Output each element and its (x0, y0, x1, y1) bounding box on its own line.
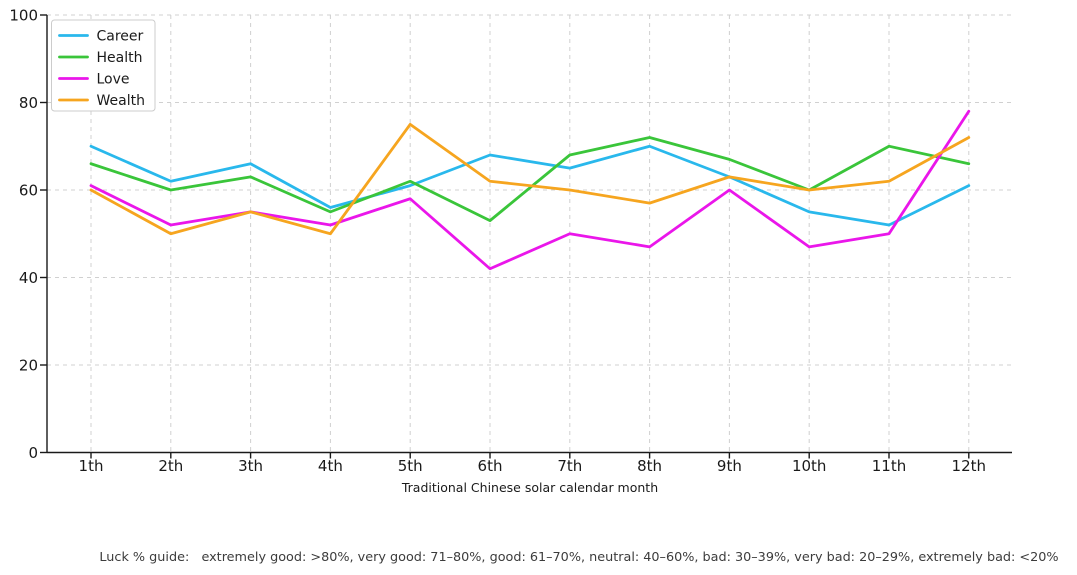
x-tick-label: 9th (717, 457, 742, 475)
axes-and-ticks (40, 14, 1012, 459)
gridlines (47, 14, 1012, 453)
x-tick-labels: 1th 2th 3th 4th 5th 6th 7th 8th 9th 10th 11th 12th (79, 457, 987, 475)
y-tick-label: 0 (28, 444, 38, 462)
y-tick-label: 80 (19, 94, 38, 112)
series-line-love (89, 109, 971, 271)
legend-label-wealth: Wealth (97, 93, 145, 109)
legend-label-career: Career (97, 29, 144, 45)
y-tick-label: 40 (19, 269, 38, 287)
x-tick-label: 1th (79, 457, 104, 475)
x-tick-label: 8th (637, 457, 662, 475)
series-lines (89, 109, 971, 271)
x-tick-label: 4th (318, 457, 343, 475)
legend-label-love: Love (97, 72, 130, 88)
y-tick-label: 20 (19, 357, 38, 375)
y-tick-label: 60 (19, 182, 38, 200)
x-tick-label: 12th (952, 457, 986, 475)
legend-label-health: Health (97, 50, 143, 66)
x-tick-label: 6th (478, 457, 503, 475)
legend: Career Health Love Wealth (51, 19, 156, 112)
x-tick-label: 3th (238, 457, 263, 475)
x-tick-label: 10th (792, 457, 826, 475)
series-line-wealth (89, 122, 971, 236)
series-line-career (89, 144, 971, 227)
x-axis-label: Traditional Chinese solar calendar month (401, 480, 658, 495)
y-tick-label: 100 (9, 7, 38, 25)
x-tick-label: 11th (872, 457, 906, 475)
series-line-health (89, 136, 971, 223)
legend-box (51, 19, 156, 112)
y-tick-labels: 0 20 40 60 80 100 (9, 7, 38, 463)
x-tick-label: 5th (398, 457, 423, 475)
x-tick-label: 7th (557, 457, 582, 475)
x-tick-label: 2th (158, 457, 183, 475)
footer-note: Luck % guide: extremely good: >80%, very… (99, 550, 1058, 565)
